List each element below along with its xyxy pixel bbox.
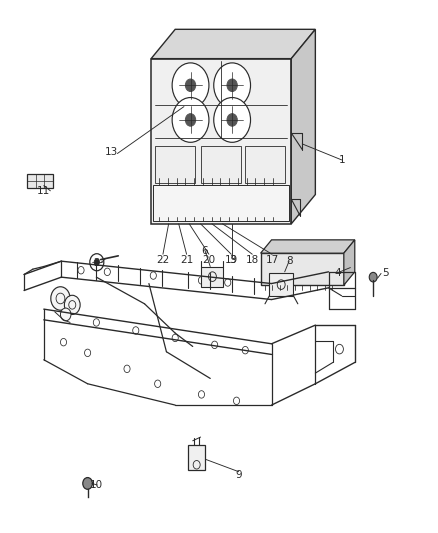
Text: 22: 22: [156, 255, 170, 265]
Circle shape: [51, 287, 70, 310]
Bar: [188, 445, 205, 470]
Text: 18: 18: [246, 255, 259, 265]
Bar: [201, 266, 223, 287]
Text: 17: 17: [265, 255, 279, 265]
Circle shape: [214, 98, 251, 142]
Text: 20: 20: [202, 255, 215, 265]
Text: 6: 6: [201, 246, 208, 255]
Bar: [153, 185, 289, 221]
Circle shape: [64, 295, 80, 314]
Bar: [155, 146, 195, 182]
Circle shape: [227, 79, 237, 92]
Text: 11: 11: [37, 186, 50, 196]
Circle shape: [185, 79, 196, 92]
Polygon shape: [151, 29, 315, 59]
Text: 4: 4: [334, 268, 341, 278]
Circle shape: [185, 114, 196, 126]
Circle shape: [94, 259, 99, 265]
Text: 2: 2: [93, 258, 100, 268]
Bar: [261, 253, 344, 285]
Text: 9: 9: [235, 471, 242, 480]
Bar: [27, 174, 53, 188]
Text: 1: 1: [338, 155, 345, 165]
Bar: [151, 59, 291, 224]
Circle shape: [227, 114, 237, 126]
Polygon shape: [261, 240, 355, 253]
Circle shape: [60, 308, 71, 321]
Circle shape: [214, 63, 251, 108]
Circle shape: [172, 63, 209, 108]
Text: 8: 8: [286, 256, 293, 266]
Text: 13: 13: [105, 147, 118, 157]
Circle shape: [369, 272, 377, 282]
Bar: [269, 273, 293, 296]
Polygon shape: [344, 240, 355, 285]
Text: 5: 5: [382, 269, 389, 278]
Circle shape: [172, 98, 209, 142]
Bar: [245, 146, 285, 182]
Polygon shape: [291, 29, 315, 224]
Text: 10: 10: [90, 480, 103, 490]
Text: 19: 19: [225, 255, 238, 265]
Text: 21: 21: [180, 255, 193, 265]
Bar: [201, 146, 241, 182]
Circle shape: [83, 478, 92, 489]
Text: 3: 3: [229, 255, 236, 265]
